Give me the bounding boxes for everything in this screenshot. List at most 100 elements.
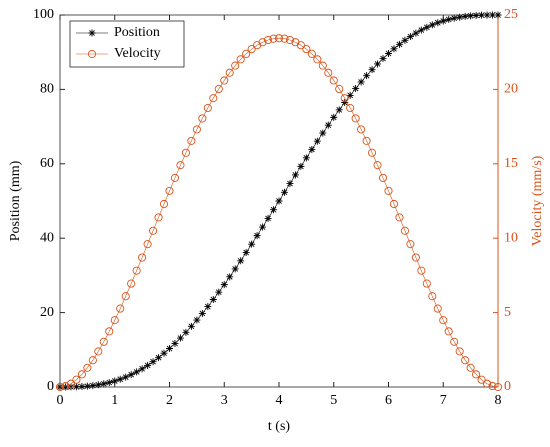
marker-circle [55,382,65,392]
marker-asterisk [445,15,453,23]
y2-tick-label: 10 [504,230,518,245]
marker-asterisk [390,45,398,53]
marker-circle [329,76,338,85]
marker-circle [170,173,180,182]
marker-asterisk [72,383,80,391]
marker-circle [417,266,426,275]
marker-circle [362,136,371,145]
marker-asterisk [363,72,371,80]
marker-asterisk [472,11,480,19]
marker-asterisk [434,19,442,27]
marker-circle [220,76,229,85]
marker-circle [296,41,305,50]
marker-asterisk [204,303,212,311]
y-tick-label: 100 [33,7,54,22]
y-tick-label: 40 [40,230,54,245]
marker-circle [187,136,196,145]
marker-asterisk [330,113,338,121]
marker-circle [411,253,420,262]
marker-circle [236,55,245,64]
x-tick-label: 1 [111,393,118,408]
marker-asterisk [209,296,217,304]
marker-circle [384,186,393,195]
marker-circle [439,316,448,325]
marker-asterisk [302,154,310,162]
marker-circle [77,370,86,379]
marker-circle [422,279,431,288]
x-tick-label: 6 [385,393,392,408]
marker-circle [461,356,470,365]
marker-asterisk [346,91,354,99]
marker-circle [368,148,377,157]
marker-circle [444,327,453,336]
marker-circle [450,337,459,346]
x-tick-label: 5 [330,393,337,408]
marker-circle [94,347,103,356]
marker-asterisk [385,50,392,58]
marker-circle [143,240,152,249]
marker-circle [466,363,475,372]
marker-asterisk [357,78,365,86]
marker-asterisk [237,257,245,265]
marker-asterisk [406,33,414,41]
marker-asterisk [450,14,458,22]
marker-asterisk [138,365,146,373]
marker-circle [88,356,97,365]
marker-circle [351,114,360,123]
x-axis-label: t (s) [268,419,291,434]
marker-asterisk [166,344,173,352]
marker-asterisk [417,26,425,34]
marker-circle [209,94,218,103]
marker-circle [406,240,415,249]
x-tick-label: 2 [166,393,173,408]
marker-asterisk [144,361,152,369]
marker-asterisk [379,55,387,63]
marker-circle [87,49,97,59]
marker-circle [346,103,355,113]
marker-circle [105,327,114,336]
y2-tick-label: 20 [504,82,518,97]
marker-circle [192,125,201,134]
marker-asterisk [89,382,97,390]
marker-asterisk [428,21,436,29]
marker-circle [428,292,437,301]
marker-circle [340,94,349,103]
marker-circle [165,186,174,195]
marker-circle [99,337,108,346]
marker-circle [477,375,486,384]
marker-asterisk [291,171,299,179]
marker-asterisk [155,354,163,362]
marker-circle [83,363,92,372]
marker-asterisk [133,368,141,376]
marker-circle [302,45,311,54]
marker-asterisk [226,273,234,281]
marker-asterisk [368,66,376,74]
marker-asterisk [483,11,491,19]
marker-asterisk [149,358,157,366]
marker-asterisk [297,162,305,170]
y2-tick-label: 5 [504,305,511,320]
marker-circle [389,199,399,209]
marker-circle [203,103,212,113]
marker-circle [242,49,251,58]
marker-asterisk [182,328,190,336]
marker-circle [307,49,316,58]
marker-circle [66,379,75,388]
marker-circle [154,213,163,222]
y2-tick-label: 15 [504,156,518,171]
marker-asterisk [412,29,420,37]
legend-label: Velocity [114,46,161,61]
marker-asterisk [275,197,283,205]
marker-asterisk [127,371,135,379]
x-tick-label: 8 [495,393,502,408]
marker-circle [373,161,382,170]
marker-asterisk [494,11,502,19]
y-tick-label: 80 [40,82,54,97]
marker-circle [198,114,207,123]
marker-circle [472,370,481,379]
marker-circle [400,226,409,235]
marker-circle [263,35,273,45]
marker-asterisk [286,180,294,188]
